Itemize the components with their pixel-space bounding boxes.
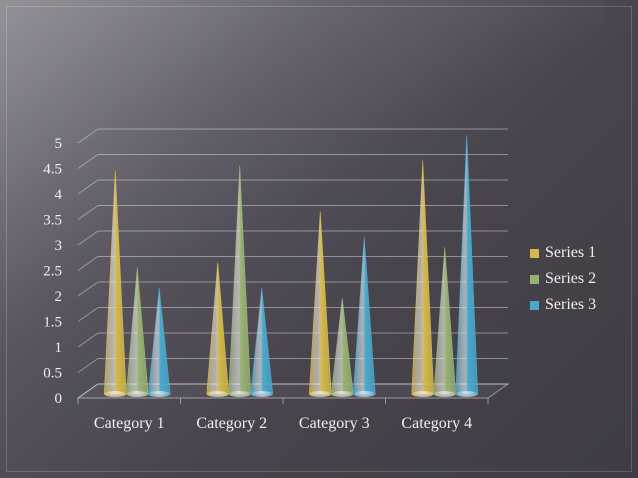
cone-base xyxy=(353,391,376,397)
cone-bar xyxy=(250,287,274,397)
legend-item-series-3: Series 3 xyxy=(530,292,596,318)
cone-base xyxy=(206,391,229,397)
y-tick-label: 3.5 xyxy=(43,213,62,229)
cone-bar xyxy=(206,262,230,397)
y-tick-label: 0.5 xyxy=(43,366,62,382)
cone-body xyxy=(411,160,435,395)
cone-base xyxy=(126,391,149,397)
cone-base xyxy=(331,391,354,397)
legend-label-series-3: Series 3 xyxy=(545,296,597,313)
legend-label-series-2: Series 2 xyxy=(545,270,597,287)
y-tick-label: 5 xyxy=(55,136,63,152)
legend-swatch-series-3 xyxy=(530,300,539,310)
chart-floor xyxy=(76,383,510,399)
cone-bar xyxy=(411,160,435,397)
gridline-depth xyxy=(77,205,99,220)
gridline-depth xyxy=(77,179,99,195)
y-tick-label: 0 xyxy=(55,391,63,407)
cone-bar xyxy=(330,298,354,397)
y-axis-ticks: 0 0.5 1 1.5 2 2.5 3 3.5 4 4.5 5 xyxy=(43,136,62,407)
cone-base xyxy=(148,391,171,397)
cone-base xyxy=(250,391,273,397)
gridline-depth xyxy=(77,281,99,297)
y-tick-label: 2.5 xyxy=(43,264,62,280)
y-tick-label: 4 xyxy=(55,187,63,203)
y-tick-label: 1 xyxy=(55,340,63,356)
gridline-depth xyxy=(77,358,99,373)
cone-body xyxy=(125,267,149,395)
x-axis-categories: Category 1 Category 2 Category 3 Category 4 xyxy=(94,415,472,432)
legend: Series 1 Series 2 Series 3 xyxy=(530,240,596,318)
y-tick-label: 4.5 xyxy=(43,162,62,178)
cone-base xyxy=(455,391,478,397)
cone-bar xyxy=(308,211,332,397)
legend-item-series-1: Series 1 xyxy=(530,240,596,266)
cone-base xyxy=(433,391,456,397)
cone-body xyxy=(308,211,332,395)
cone-bar xyxy=(455,134,479,397)
legend-swatch-series-2 xyxy=(530,274,539,284)
cone-bar xyxy=(103,170,127,397)
cone-body xyxy=(352,236,376,395)
cone-bar xyxy=(125,267,149,397)
gridline-depth xyxy=(77,332,99,348)
gridline-depth xyxy=(77,256,99,271)
cone-body xyxy=(330,298,354,395)
cone-body xyxy=(228,165,252,395)
x-category-label: Category 2 xyxy=(196,415,267,432)
legend-swatch-series-1 xyxy=(530,248,539,258)
x-category-label: Category 3 xyxy=(299,415,370,432)
gridline-depth xyxy=(77,307,99,322)
cone-body xyxy=(147,287,171,395)
y-tick-label: 1.5 xyxy=(43,315,62,331)
y-tick-label: 2 xyxy=(55,289,63,305)
x-category-label: Category 1 xyxy=(94,415,165,432)
cone-body xyxy=(455,134,479,395)
cone-body xyxy=(433,247,457,395)
cone-bar xyxy=(433,247,457,397)
cone-base xyxy=(228,391,251,397)
gridline-depth xyxy=(77,154,99,169)
cone-base xyxy=(104,391,127,397)
cone-base xyxy=(309,391,332,397)
cones-layer xyxy=(103,134,479,397)
cone-bar xyxy=(147,287,171,397)
legend-item-series-2: Series 2 xyxy=(530,266,596,292)
cone-base xyxy=(411,391,434,397)
gridline-depth xyxy=(77,128,99,144)
x-category-label: Category 4 xyxy=(401,415,472,432)
y-tick-label: 3 xyxy=(55,238,63,254)
gridline-depth xyxy=(77,230,99,246)
cone-bar xyxy=(228,165,252,397)
legend-label-series-1: Series 1 xyxy=(545,244,597,261)
cone-body xyxy=(250,287,274,395)
cone-bar xyxy=(352,236,376,397)
